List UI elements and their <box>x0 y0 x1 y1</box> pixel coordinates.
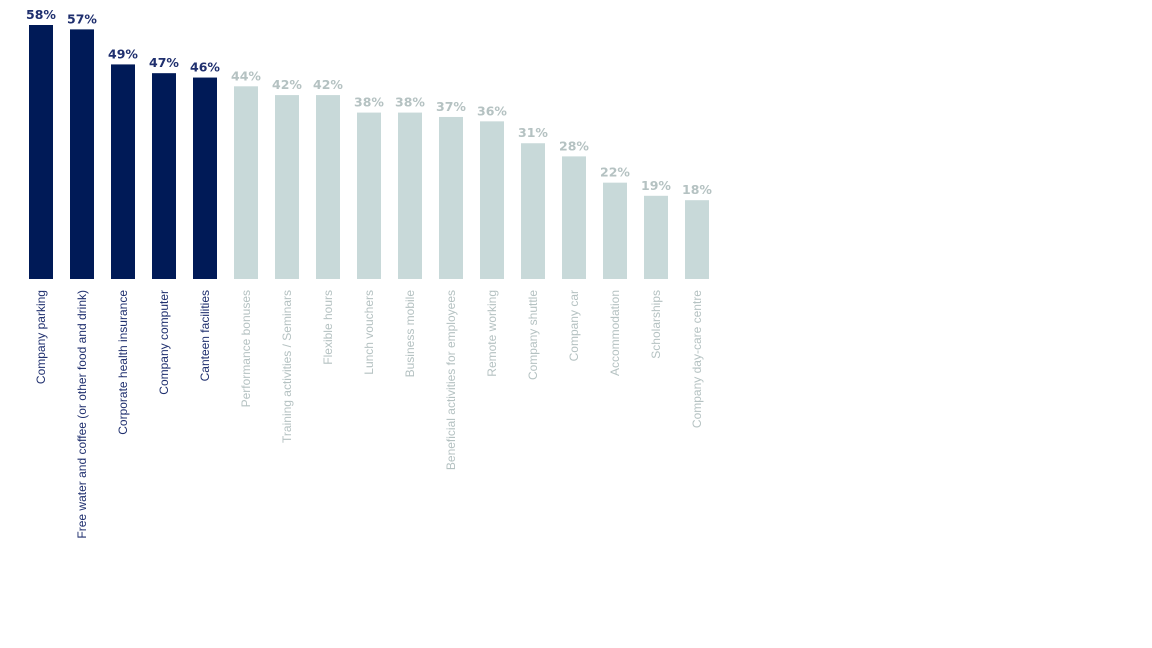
bar <box>357 112 381 279</box>
category-label: Canteen facilities <box>198 290 212 381</box>
bar <box>316 95 340 279</box>
bar-value-label: 19% <box>641 178 671 193</box>
category-label: Remote working <box>485 290 499 377</box>
category-label: Company day-care centre <box>690 290 704 428</box>
bar-value-label: 42% <box>313 77 343 92</box>
bar <box>644 195 668 279</box>
bar <box>111 64 135 280</box>
bar <box>193 77 217 279</box>
bar-value-label: 36% <box>477 103 507 118</box>
bar-value-label: 57% <box>67 11 97 26</box>
bar-value-label: 31% <box>518 125 548 140</box>
bar <box>439 116 463 279</box>
category-label: Performance bonuses <box>239 290 253 407</box>
category-label: Company parking <box>34 290 48 384</box>
bar <box>398 112 422 279</box>
category-label-group: Company parking Free water and coffee (or… <box>34 290 704 539</box>
bar-value-label: 38% <box>354 95 384 110</box>
bar <box>29 25 53 279</box>
category-label: Free water and coffee (or other food and… <box>75 290 89 539</box>
bar-value-label: 38% <box>395 95 425 110</box>
category-label: Company shuttle <box>526 290 540 380</box>
category-label: Beneficial activities for employees <box>444 290 458 470</box>
bar-group <box>29 25 709 280</box>
bar-value-label: 44% <box>231 68 261 83</box>
category-label: Lunch vouchers <box>362 290 376 375</box>
bar-value-label: 58% <box>26 7 56 22</box>
bar-value-label: 46% <box>190 60 220 75</box>
bar <box>234 86 258 279</box>
bar <box>521 143 545 279</box>
category-label: Training activities / Seminars <box>280 290 294 443</box>
bar <box>685 200 709 279</box>
category-label: Business mobile <box>403 290 417 378</box>
bar-value-label: 47% <box>149 55 179 70</box>
bar-value-label: 49% <box>108 46 138 61</box>
category-label: Accommodation <box>608 290 622 376</box>
bar <box>562 156 586 279</box>
bar-value-label: 42% <box>272 77 302 92</box>
value-label-group: 58% 57% 49% 47% 46% 44% 42% 42% 38% 38% 37% 36% 31% 2… <box>26 7 712 197</box>
category-label: Company car <box>567 290 581 361</box>
bar <box>275 95 299 279</box>
category-label: Company computer <box>157 290 171 395</box>
category-label: Flexible hours <box>321 290 335 365</box>
bar-value-label: 28% <box>559 138 589 153</box>
bar <box>152 73 176 279</box>
bar <box>70 29 94 280</box>
category-label: Corporate health insurance <box>116 290 130 435</box>
bar <box>603 182 627 279</box>
bar-value-label: 22% <box>600 165 630 180</box>
bar <box>480 121 504 280</box>
bar-value-label: 18% <box>682 182 712 197</box>
bar-value-label: 37% <box>436 99 466 114</box>
category-label: Scholarships <box>649 290 663 359</box>
